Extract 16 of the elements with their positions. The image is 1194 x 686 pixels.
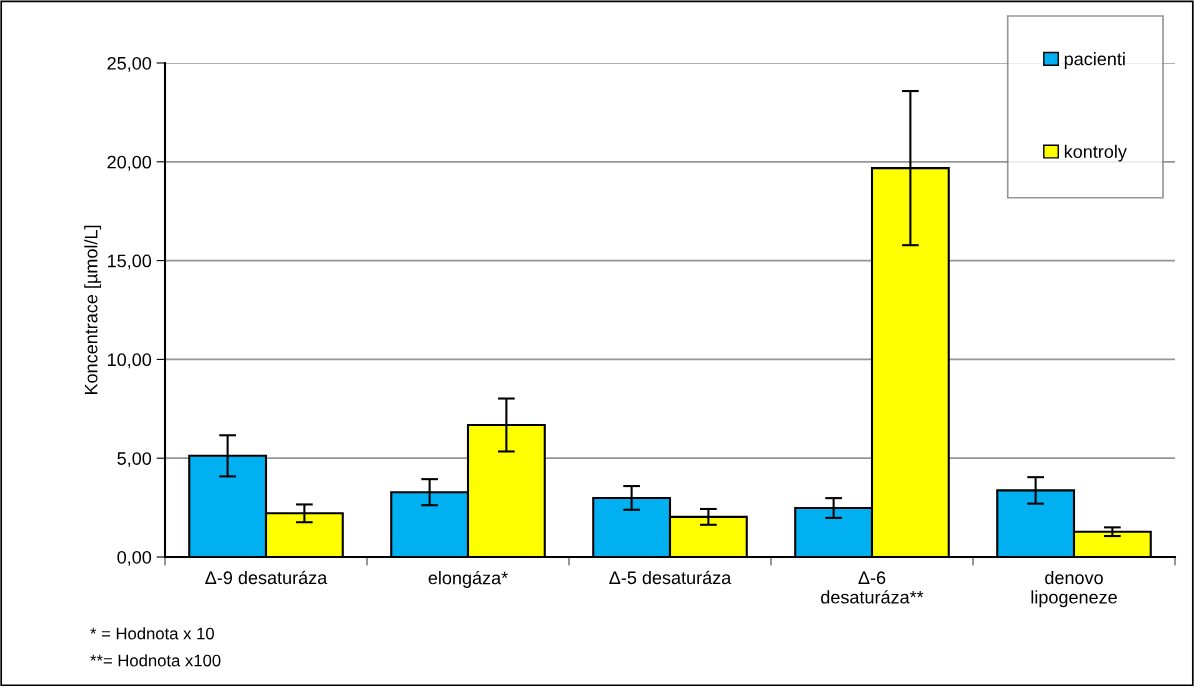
y-tick-label: 0,00 [117,550,152,566]
x-tick-label: Δ-5 desaturáza [609,570,732,585]
y-tick-label: 20,00 [107,155,152,171]
legend-label: kontroly [1064,144,1127,162]
x-tick-label: Δ-6 desaturáza** [821,571,924,604]
y-tick-label: 15,00 [108,254,152,270]
y-tick-label: 25,00 [107,56,152,72]
text: * = Hodnota x 10 [90,627,214,640]
y-tick-label: 5,00 [117,452,152,468]
x-tick-label: Δ-9 desaturáza [205,570,328,585]
text: **= Hodnota x100 [90,654,221,667]
y-axis-title: Koncentrace [µmol/L] [84,225,102,394]
x-tick-label: elongáza* [428,570,508,588]
legend-label: pacienti [1064,52,1125,69]
x-tick-label: denovo lipogeneze [1031,570,1117,608]
y-tick-label: 10,00 [108,353,152,369]
